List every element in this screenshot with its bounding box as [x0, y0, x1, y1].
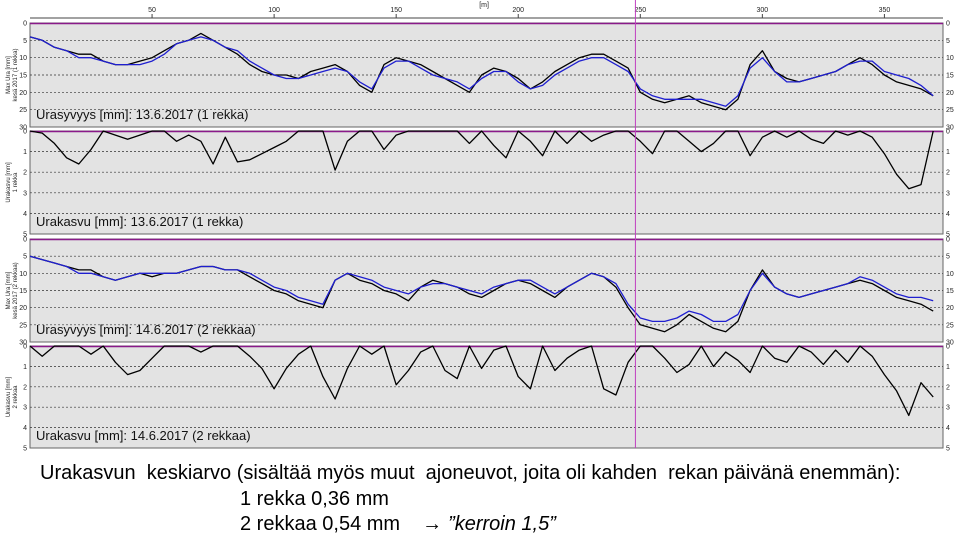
- caption-one-truck: 1 rekka 0,36 mm: [240, 488, 389, 510]
- series-line-black: [29, 130, 934, 190]
- y-tick-label-left: 30: [19, 125, 27, 132]
- y-tick-label-right: 5: [946, 38, 950, 45]
- y-tick-label-left: 4: [23, 425, 27, 432]
- right-arrow-icon: →: [422, 513, 443, 535]
- caption-two-trucks-value: 2 rekkaa 0,54 mm: [240, 513, 401, 535]
- y-tick-label-left: 0: [23, 237, 27, 244]
- y-tick-label-right: 4: [946, 211, 950, 218]
- caption-factor: ”kerroin 1,5”: [448, 513, 556, 535]
- x-axis-tick-label: 250: [634, 7, 646, 14]
- caption-two-trucks: 2 rekkaa 0,54 mm → ”kerroin 1,5”: [240, 513, 556, 536]
- y-tick-label-left: 20: [19, 305, 27, 312]
- y-tick-label-right: 20: [946, 90, 954, 97]
- panel-label: Urasyvyys [mm]: 13.6.2017 (1 rekka): [36, 107, 248, 122]
- y-tick-label-right: 5: [946, 254, 950, 261]
- y-axis-label: Urakasvu [mm]: [6, 162, 12, 203]
- y-tick-label-right: 1: [946, 149, 950, 156]
- x-axis-tick-label: 200: [512, 7, 524, 14]
- panel-label: Urakasvu [mm]: 14.6.2017 (2 rekkaa): [36, 428, 251, 443]
- y-tick-label-right: 5: [946, 232, 950, 239]
- y-tick-label-left: 25: [19, 107, 27, 114]
- y-tick-label-right: 0: [946, 237, 950, 244]
- y-tick-label-right: 2: [946, 170, 950, 177]
- y-tick-label-left: 10: [19, 271, 27, 278]
- y-tick-label-left: 0: [23, 129, 27, 136]
- y-axis-label-secondary: kesä 2017 (2 rekkaa): [13, 262, 19, 318]
- panel-label: Urasyvyys [mm]: 14.6.2017 (2 rekkaa): [36, 322, 256, 337]
- x-axis-label: [m]: [479, 2, 489, 9]
- y-tick-label-left: 5: [23, 232, 27, 239]
- series-line-black: [29, 345, 934, 417]
- y-tick-label-right: 10: [946, 271, 954, 278]
- y-tick-label-right: 20: [946, 305, 954, 312]
- y-tick-label-right: 1: [946, 364, 950, 371]
- y-tick-label-left: 4: [23, 211, 27, 218]
- y-tick-label-left: 0: [23, 344, 27, 351]
- y-tick-label-left: 10: [19, 55, 27, 62]
- y-axis-label: Urakasvu [mm]: [6, 377, 12, 418]
- y-tick-label-left: 1: [23, 364, 27, 371]
- y-axis-label-secondary: kesä 2017 (1 rekka): [13, 48, 19, 101]
- y-tick-label-right: 3: [946, 405, 950, 412]
- caption-average-heading: Urakasvun keskiarvo (sisältää myös muut …: [40, 462, 901, 484]
- y-tick-label-right: 15: [946, 73, 954, 80]
- y-tick-label-left: 2: [23, 170, 27, 177]
- y-tick-label-left: 3: [23, 405, 27, 412]
- y-tick-label-right: 5: [946, 446, 950, 453]
- y-tick-label-right: 15: [946, 288, 954, 295]
- y-tick-label-right: 30: [946, 125, 954, 132]
- y-tick-label-left: 2: [23, 384, 27, 391]
- panel-label: Urakasvu [mm]: 13.6.2017 (1 rekka): [36, 214, 243, 229]
- x-axis-tick-label: 300: [757, 7, 769, 14]
- y-axis-label: Max Ura [mm]: [6, 56, 12, 94]
- y-tick-label-left: 15: [19, 288, 27, 295]
- y-tick-label-right: 0: [946, 129, 950, 136]
- y-axis-label: Max Ura [mm]: [6, 271, 12, 309]
- y-tick-label-left: 0: [23, 21, 27, 28]
- series-line-blue: [29, 255, 934, 323]
- x-axis-tick-label: 350: [879, 7, 891, 14]
- y-tick-label-left: 5: [23, 38, 27, 45]
- y-tick-label-right: 2: [946, 384, 950, 391]
- y-tick-label-right: 30: [946, 340, 954, 347]
- series-line-blue: [29, 36, 934, 107]
- y-axis-label-secondary: 2 rekkaa: [13, 385, 19, 409]
- y-tick-label-right: 10: [946, 55, 954, 62]
- y-tick-label-right: 3: [946, 190, 950, 197]
- y-tick-label-left: 1: [23, 149, 27, 156]
- y-tick-label-left: 15: [19, 73, 27, 80]
- x-axis-tick-label: 150: [390, 7, 402, 14]
- y-tick-label-left: 3: [23, 190, 27, 197]
- y-tick-label-right: 0: [946, 344, 950, 351]
- y-tick-label-left: 30: [19, 340, 27, 347]
- y-tick-label-right: 4: [946, 425, 950, 432]
- y-tick-label-left: 25: [19, 322, 27, 329]
- x-axis-tick-label: 50: [148, 7, 156, 14]
- x-axis-tick-label: 100: [268, 7, 280, 14]
- y-tick-label-right: 0: [946, 21, 950, 28]
- panel-background: [29, 345, 944, 449]
- y-tick-label-right: 25: [946, 322, 954, 329]
- y-tick-label-left: 20: [19, 90, 27, 97]
- y-tick-label-left: 5: [23, 254, 27, 261]
- y-axis-label-secondary: 1 rekka: [13, 172, 19, 192]
- panel-background: [29, 130, 944, 235]
- y-tick-label-right: 25: [946, 107, 954, 114]
- y-tick-label-left: 5: [23, 446, 27, 453]
